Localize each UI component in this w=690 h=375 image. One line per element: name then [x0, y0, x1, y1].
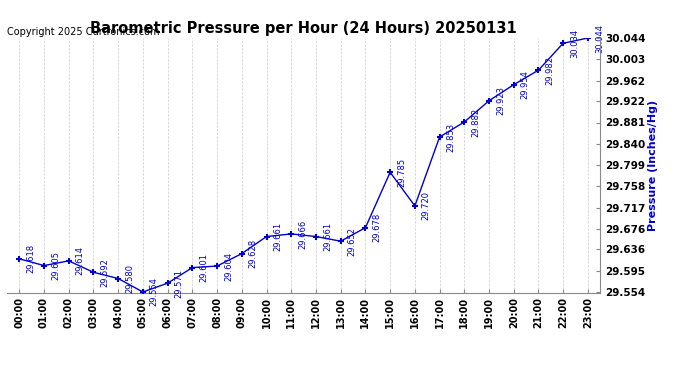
- Text: 29.652: 29.652: [348, 227, 357, 256]
- Text: 29.982: 29.982: [545, 56, 555, 85]
- Text: 29.614: 29.614: [76, 246, 85, 275]
- Text: 29.923: 29.923: [496, 86, 505, 115]
- Text: 29.618: 29.618: [26, 244, 35, 273]
- Text: 29.666: 29.666: [298, 219, 307, 249]
- Text: 29.954: 29.954: [521, 70, 530, 99]
- Text: 29.605: 29.605: [51, 251, 60, 280]
- Text: 29.580: 29.580: [125, 264, 134, 293]
- Text: 30.044: 30.044: [595, 24, 604, 52]
- Text: 30.034: 30.034: [570, 28, 579, 58]
- Text: 29.604: 29.604: [224, 252, 233, 280]
- Title: Barometric Pressure per Hour (24 Hours) 20250131: Barometric Pressure per Hour (24 Hours) …: [90, 21, 517, 36]
- Text: 29.678: 29.678: [373, 213, 382, 242]
- Text: 29.601: 29.601: [199, 253, 208, 282]
- Text: 29.853: 29.853: [446, 123, 455, 152]
- Y-axis label: Pressure (Inches/Hg): Pressure (Inches/Hg): [649, 99, 658, 231]
- Text: 29.628: 29.628: [248, 239, 258, 268]
- Text: 29.661: 29.661: [323, 222, 332, 251]
- Text: 29.720: 29.720: [422, 192, 431, 220]
- Text: 29.571: 29.571: [175, 268, 184, 298]
- Text: Copyright 2025 Curtronics.com: Copyright 2025 Curtronics.com: [7, 27, 159, 37]
- Text: 29.592: 29.592: [100, 258, 110, 287]
- Text: 29.661: 29.661: [273, 222, 282, 251]
- Text: 29.785: 29.785: [397, 158, 406, 187]
- Text: 29.882: 29.882: [471, 107, 480, 136]
- Text: 29.554: 29.554: [150, 278, 159, 306]
